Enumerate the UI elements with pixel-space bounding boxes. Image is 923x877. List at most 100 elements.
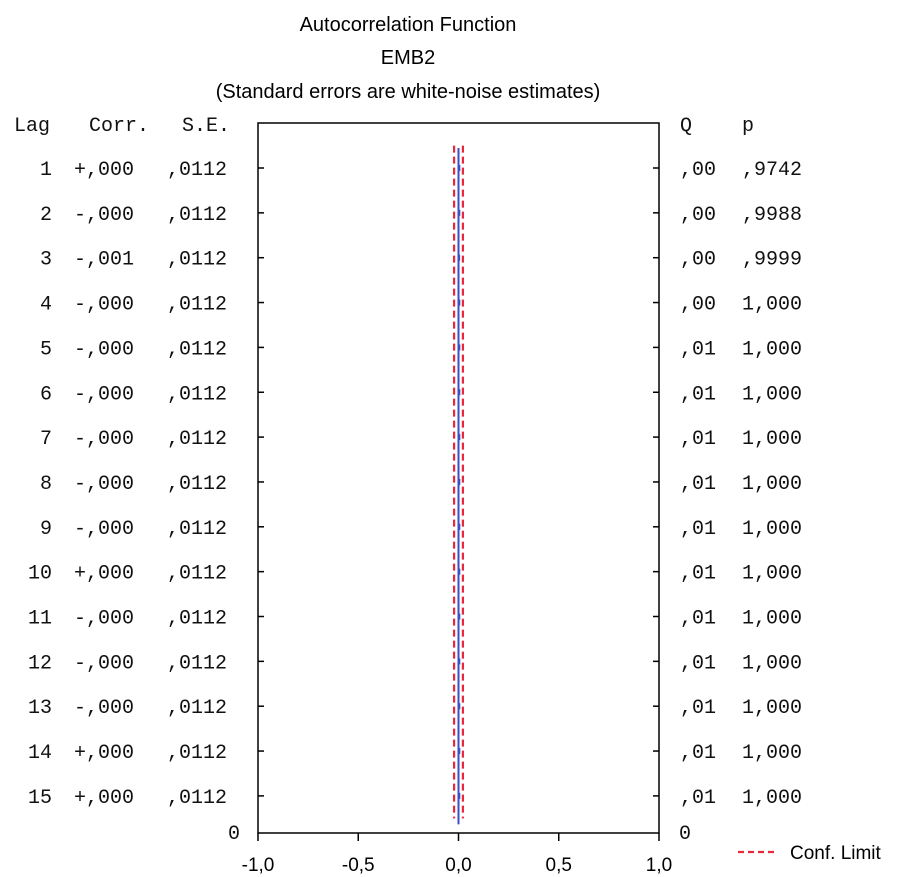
corr-value: -,000 [74,383,134,406]
x-tick-label: 0,5 [546,855,572,876]
header-se: S.E. [182,115,230,138]
corr-value: +,000 [74,563,134,586]
right-zero-label: 0 [679,823,691,846]
se-value: ,0112 [167,428,227,451]
x-tick-label: -0,5 [342,855,375,876]
corr-value: +,000 [74,159,134,182]
acf-bar [457,748,461,755]
p-value: 1,000 [742,428,802,451]
corr-value: -,000 [74,697,134,720]
corr-value: -,001 [74,249,134,272]
p-value: 1,000 [742,383,802,406]
p-value: ,9742 [742,159,802,182]
p-value: 1,000 [742,608,802,631]
se-value: ,0112 [167,294,227,317]
acf-marks [452,145,465,825]
lag-label: 9 [40,518,52,541]
lag-label: 15 [28,787,52,810]
q-value: ,01 [680,608,716,631]
q-value: ,00 [680,159,716,182]
acf-bar [457,792,461,799]
chart-subtitle: EMB2 [381,47,435,69]
q-value: ,01 [680,473,716,496]
x-tick-label: 1,0 [646,855,672,876]
q-value: ,01 [680,697,716,720]
p-value: 1,000 [742,787,802,810]
acf-bar [457,658,461,665]
x-tick-label: 0,0 [445,855,471,876]
p-value: 1,000 [742,473,802,496]
corr-value: -,000 [74,473,134,496]
se-value: ,0112 [167,742,227,765]
header-corr: Corr. [89,115,149,138]
lag-label: 1 [40,159,52,182]
acf-bar [457,389,461,396]
se-value: ,0112 [167,204,227,227]
q-value: ,01 [680,787,716,810]
lag-label: 10 [28,563,52,586]
se-value: ,0112 [167,652,227,675]
corr-value: -,000 [74,608,134,631]
p-value: 1,000 [742,652,802,675]
se-value: ,0112 [167,787,227,810]
chart-subtitle-note: (Standard errors are white-noise estimat… [216,81,601,103]
q-value: ,01 [680,652,716,675]
q-value: ,01 [680,742,716,765]
corr-value: -,000 [74,338,134,361]
se-value: ,0112 [167,608,227,631]
q-value: ,00 [680,204,716,227]
acf-bar [457,209,461,216]
row-ticks [258,167,659,797]
lag-label: 6 [40,383,52,406]
p-value: 1,000 [742,518,802,541]
acf-bar [457,523,461,530]
x-tick-label: -1,0 [242,855,275,876]
lag-label: 13 [28,697,52,720]
lag-label: 3 [40,249,52,272]
se-value: ,0112 [167,518,227,541]
header-p: p [742,115,754,138]
corr-value: -,000 [74,518,134,541]
q-value: ,01 [680,518,716,541]
q-value: ,01 [680,563,716,586]
corr-value: -,000 [74,428,134,451]
lag-label: 14 [28,742,52,765]
q-value: ,00 [680,249,716,272]
header-lag: Lag [14,115,50,138]
p-value: 1,000 [742,563,802,586]
corr-value: -,000 [74,652,134,675]
acf-bar [457,344,461,351]
acf-bar [457,703,461,710]
acf-bar [457,568,461,575]
acf-bar [457,165,461,171]
se-value: ,0112 [167,159,227,182]
se-value: ,0112 [167,338,227,361]
corr-value: -,000 [74,294,134,317]
acf-bar [457,478,461,485]
header-q: Q [680,115,692,138]
p-value: ,9988 [742,204,802,227]
se-value: ,0112 [167,697,227,720]
q-value: ,01 [680,428,716,451]
left-zero-label: 0 [228,823,240,846]
q-value: ,01 [680,383,716,406]
chart-title: Autocorrelation Function [300,14,517,36]
se-value: ,0112 [167,563,227,586]
q-value: ,01 [680,338,716,361]
lag-label: 11 [28,608,52,631]
q-value: ,00 [680,294,716,317]
lag-label: 7 [40,428,52,451]
lag-label: 12 [28,652,52,675]
p-value: ,9999 [742,249,802,272]
acf-bar [457,299,461,306]
se-value: ,0112 [167,383,227,406]
lag-label: 4 [40,294,52,317]
corr-value: +,000 [74,787,134,810]
acf-bar [457,613,461,620]
p-value: 1,000 [742,742,802,765]
p-value: 1,000 [742,697,802,720]
x-axis: -1,0 -0,5 0,0 0,5 1,0 [242,833,672,876]
lag-label: 8 [40,473,52,496]
lag-label: 2 [40,204,52,227]
